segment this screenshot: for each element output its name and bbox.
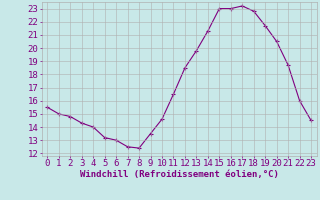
X-axis label: Windchill (Refroidissement éolien,°C): Windchill (Refroidissement éolien,°C) xyxy=(80,170,279,179)
